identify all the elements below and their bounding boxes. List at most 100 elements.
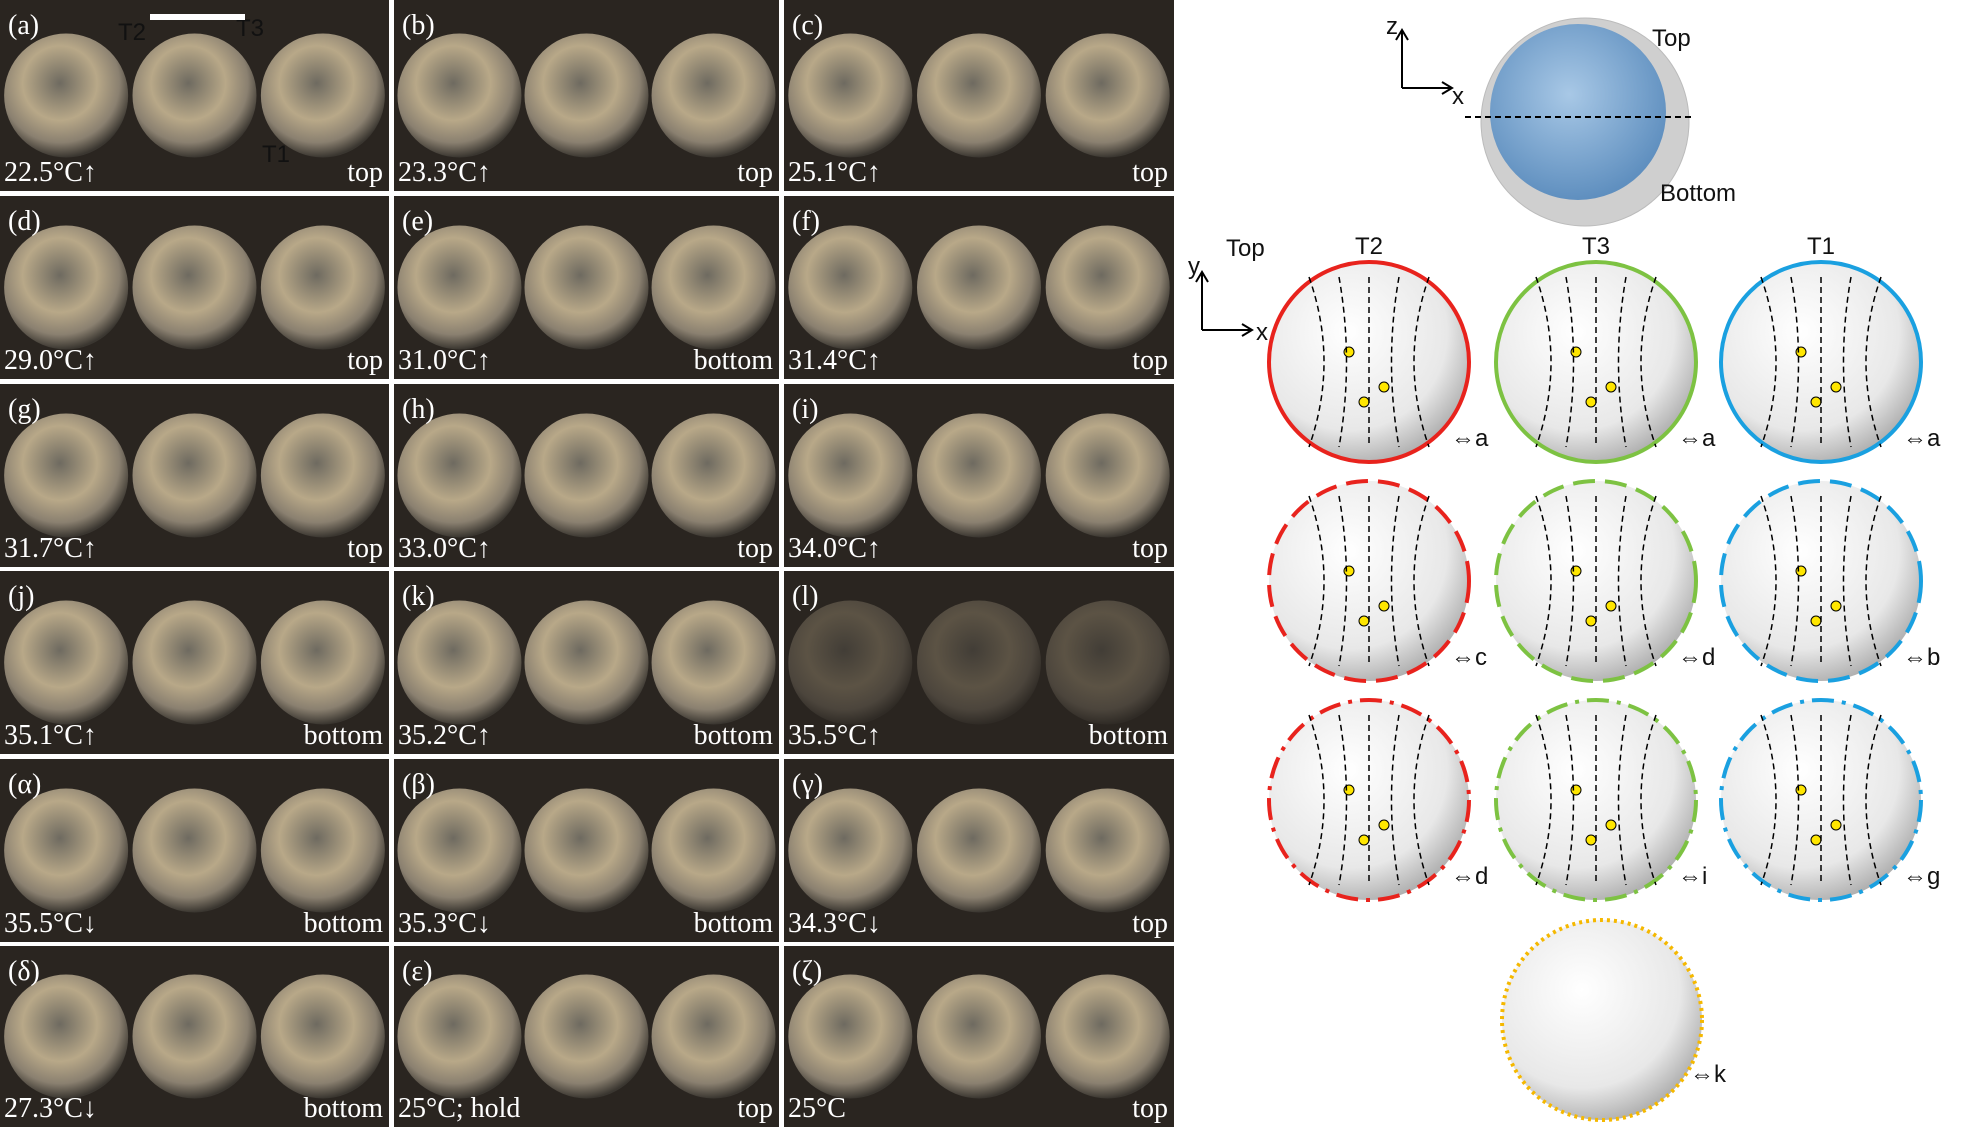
temperature: 31.0°C↑	[398, 345, 491, 376]
droplet	[788, 788, 913, 913]
droplet	[524, 413, 649, 538]
director-line	[1413, 495, 1430, 667]
defect	[1605, 600, 1617, 612]
director-line	[1338, 714, 1348, 886]
droplet	[651, 33, 776, 158]
side: bottom	[694, 908, 774, 939]
director-line	[1617, 276, 1627, 448]
director-line	[1842, 714, 1852, 886]
axis-y: y	[1188, 253, 1200, 280]
droplet	[788, 225, 913, 350]
side: top	[1132, 345, 1168, 376]
director-line	[1308, 276, 1325, 448]
side: top	[1132, 533, 1168, 564]
droplet	[788, 33, 913, 158]
defect	[1795, 784, 1807, 796]
droplet	[260, 974, 385, 1099]
director-line	[1790, 714, 1800, 886]
droplet	[397, 788, 522, 913]
director-line	[1640, 276, 1657, 448]
panel-label: (f)	[792, 206, 820, 237]
panel-ref: ⇔c	[1451, 644, 1487, 671]
droplet	[1045, 600, 1170, 725]
side: top	[1132, 1093, 1168, 1124]
panel-label: (h)	[402, 394, 435, 425]
droplet	[260, 33, 385, 158]
temperature: 35.2°C↑	[398, 720, 491, 751]
temperature: 35.1°C↑	[4, 720, 97, 751]
panel-ref: ⇔d	[1678, 644, 1715, 671]
defect	[1585, 834, 1597, 846]
temperature: 25°C; hold	[398, 1093, 520, 1124]
director-line	[1842, 276, 1852, 448]
defect	[1795, 346, 1807, 358]
droplet	[524, 33, 649, 158]
temperature: 31.7°C↑	[4, 533, 97, 564]
panel-label: (γ)	[792, 769, 823, 800]
director-line	[1565, 495, 1575, 667]
director-line	[1760, 276, 1777, 448]
director-line	[1790, 495, 1800, 667]
director-line	[1413, 714, 1430, 886]
panel-label: (d)	[8, 206, 41, 237]
director-line	[1617, 714, 1627, 886]
droplet	[788, 974, 913, 1099]
defect	[1830, 381, 1842, 393]
column-header: T3	[1582, 233, 1610, 260]
droplet	[132, 974, 257, 1099]
defect	[1830, 819, 1842, 831]
droplet	[651, 413, 776, 538]
droplet	[524, 225, 649, 350]
defect	[1378, 600, 1390, 612]
side: top	[737, 157, 773, 188]
panel-label: (ε)	[402, 956, 432, 987]
droplet	[788, 413, 913, 538]
column-header: T1	[1807, 233, 1835, 260]
temperature: 35.5°C↑	[788, 720, 881, 751]
droplet	[917, 225, 1041, 350]
panel-label: (ζ)	[792, 956, 822, 987]
side: top	[347, 157, 383, 188]
panel-label: (k)	[402, 581, 435, 612]
director-line	[1842, 495, 1852, 667]
droplet	[132, 33, 257, 158]
droplet	[524, 974, 649, 1099]
panel-ref: ⇔g	[1903, 863, 1940, 890]
director-line	[1535, 714, 1552, 886]
panel-label: (β)	[402, 769, 435, 800]
side: top	[1132, 908, 1168, 939]
droplet	[1045, 413, 1170, 538]
director-line	[1865, 714, 1882, 886]
scale-bar	[150, 14, 245, 20]
defect	[1343, 565, 1355, 577]
droplet	[651, 974, 776, 1099]
droplet	[524, 788, 649, 913]
temperature: 25.1°C↑	[788, 157, 881, 188]
side: top	[347, 533, 383, 564]
arrow-label: T1	[262, 141, 290, 168]
panel-ref: ⇔a	[1903, 425, 1941, 452]
temperature: 34.3°C↓	[788, 908, 881, 939]
panel-label: (e)	[402, 206, 433, 237]
side: top	[347, 345, 383, 376]
director-line	[1535, 495, 1552, 667]
defect	[1585, 396, 1597, 408]
droplet	[788, 600, 913, 725]
side: bottom	[1089, 720, 1169, 751]
droplet	[524, 600, 649, 725]
defect	[1810, 615, 1822, 627]
droplet	[260, 225, 385, 350]
temperature: 35.3°C↓	[398, 908, 491, 939]
axes-xy	[1195, 270, 1254, 337]
droplet	[4, 600, 129, 725]
droplet	[4, 225, 129, 350]
droplet	[4, 33, 129, 158]
droplet	[1045, 33, 1170, 158]
defect	[1570, 346, 1582, 358]
director-line	[1390, 714, 1400, 886]
droplet	[917, 974, 1041, 1099]
temperature: 22.5°C↑	[4, 157, 97, 188]
droplet	[132, 600, 257, 725]
defect	[1358, 834, 1370, 846]
